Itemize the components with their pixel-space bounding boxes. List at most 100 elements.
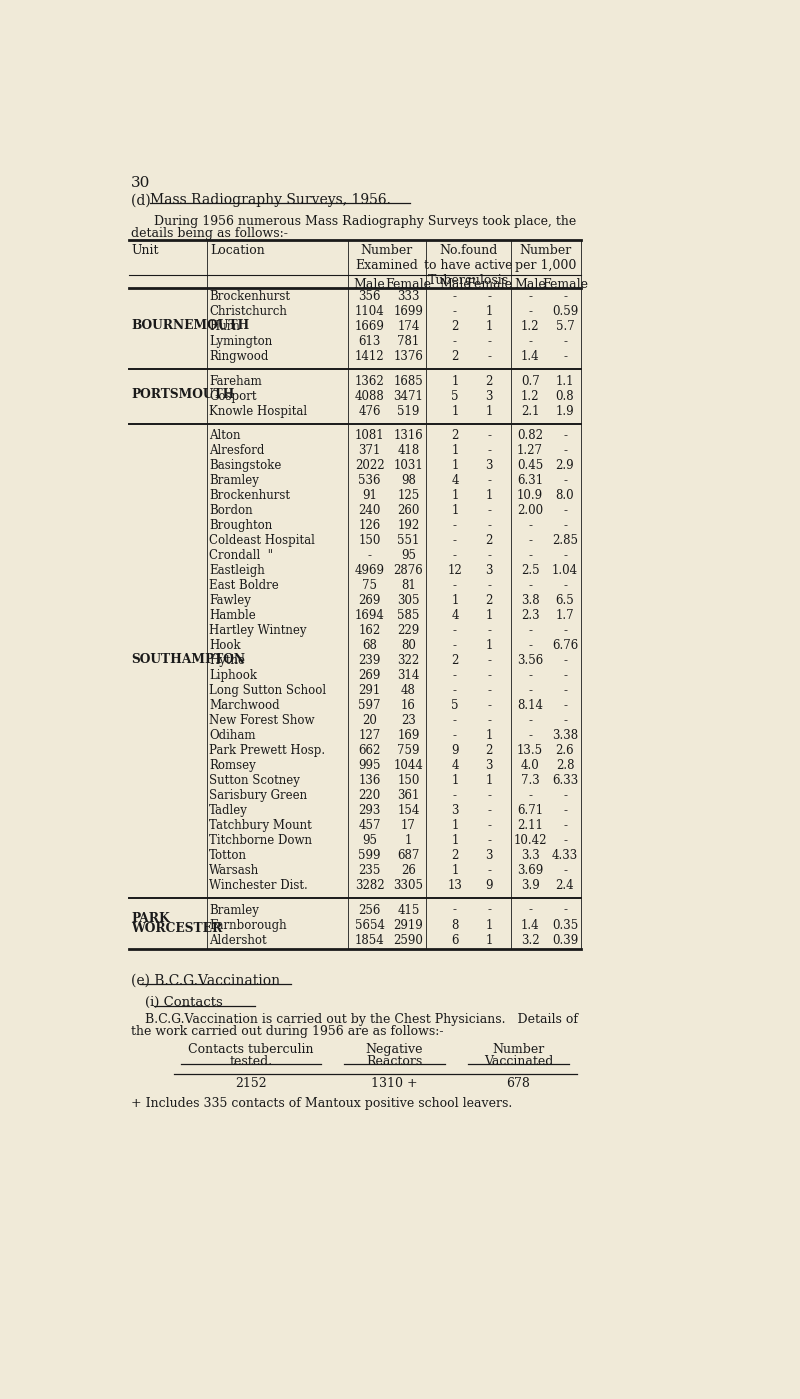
- Text: -: -: [453, 290, 457, 304]
- Text: -: -: [528, 639, 532, 652]
- Text: -: -: [487, 820, 491, 832]
- Text: 3: 3: [451, 804, 458, 817]
- Text: 6.5: 6.5: [556, 595, 574, 607]
- Text: Number
per 1,000: Number per 1,000: [515, 243, 576, 273]
- Text: 240: 240: [358, 504, 381, 516]
- Text: -: -: [528, 624, 532, 637]
- Text: 1: 1: [451, 834, 458, 848]
- Text: 2876: 2876: [394, 564, 423, 576]
- Text: 0.35: 0.35: [552, 919, 578, 932]
- Text: 2.11: 2.11: [517, 820, 543, 832]
- Text: 1044: 1044: [394, 760, 423, 772]
- Text: 3.69: 3.69: [517, 865, 543, 877]
- Text: 2: 2: [451, 655, 458, 667]
- Text: 260: 260: [398, 504, 420, 516]
- Text: -: -: [563, 684, 567, 697]
- Text: 4.33: 4.33: [552, 849, 578, 862]
- Text: 536: 536: [358, 474, 381, 487]
- Text: Lymington: Lymington: [210, 336, 273, 348]
- Text: Bramley: Bramley: [210, 904, 259, 916]
- Text: 169: 169: [398, 729, 420, 741]
- Text: Ringwood: Ringwood: [210, 350, 269, 364]
- Text: -: -: [453, 519, 457, 532]
- Text: 2: 2: [486, 375, 493, 388]
- Text: -: -: [563, 669, 567, 683]
- Text: -: -: [487, 443, 491, 457]
- Text: 662: 662: [358, 744, 381, 757]
- Text: 127: 127: [358, 729, 381, 741]
- Text: 98: 98: [401, 474, 416, 487]
- Text: 0.7: 0.7: [521, 375, 539, 388]
- Text: Fawley: Fawley: [210, 595, 251, 607]
- Text: 1310 +: 1310 +: [371, 1077, 418, 1090]
- Text: Bramley: Bramley: [210, 474, 259, 487]
- Text: 4.0: 4.0: [521, 760, 539, 772]
- Text: 1031: 1031: [394, 459, 423, 471]
- Text: -: -: [528, 519, 532, 532]
- Text: 8: 8: [451, 919, 458, 932]
- Text: -: -: [453, 789, 457, 802]
- Text: -: -: [487, 579, 491, 592]
- Text: -: -: [487, 504, 491, 516]
- Text: 1.9: 1.9: [556, 404, 574, 417]
- Text: 1: 1: [486, 609, 493, 623]
- Text: -: -: [453, 534, 457, 547]
- Text: 2.85: 2.85: [552, 534, 578, 547]
- Text: 1685: 1685: [394, 375, 423, 388]
- Text: -: -: [563, 904, 567, 916]
- Text: 2.1: 2.1: [521, 404, 539, 417]
- Text: -: -: [487, 713, 491, 727]
- Text: 1854: 1854: [355, 933, 385, 947]
- Text: 322: 322: [398, 655, 419, 667]
- Text: Romsey: Romsey: [210, 760, 256, 772]
- Text: Farnborough: Farnborough: [210, 919, 287, 932]
- Text: 6.31: 6.31: [517, 474, 543, 487]
- Text: 2: 2: [451, 429, 458, 442]
- Text: Female: Female: [466, 278, 512, 291]
- Text: 6.71: 6.71: [517, 804, 543, 817]
- Text: 2.00: 2.00: [517, 504, 543, 516]
- Text: 2919: 2919: [394, 919, 423, 932]
- Text: -: -: [487, 804, 491, 817]
- Text: 333: 333: [397, 290, 420, 304]
- Text: 2152: 2152: [235, 1077, 267, 1090]
- Text: 1669: 1669: [354, 320, 385, 333]
- Text: 23: 23: [401, 713, 416, 727]
- Text: -: -: [563, 834, 567, 848]
- Text: 1.04: 1.04: [552, 564, 578, 576]
- Text: Coldeast Hospital: Coldeast Hospital: [210, 534, 315, 547]
- Text: 1: 1: [486, 933, 493, 947]
- Text: 150: 150: [358, 534, 381, 547]
- Text: 0.59: 0.59: [552, 305, 578, 318]
- Text: 95: 95: [362, 834, 378, 848]
- Text: 162: 162: [358, 624, 381, 637]
- Text: 1.2: 1.2: [521, 320, 539, 333]
- Text: 81: 81: [401, 579, 416, 592]
- Text: 2: 2: [486, 534, 493, 547]
- Text: -: -: [487, 350, 491, 364]
- Text: -: -: [453, 729, 457, 741]
- Text: 314: 314: [398, 669, 420, 683]
- Text: -: -: [487, 669, 491, 683]
- Text: -: -: [528, 534, 532, 547]
- Text: Female: Female: [542, 278, 588, 291]
- Text: -: -: [487, 834, 491, 848]
- Text: 9: 9: [451, 744, 458, 757]
- Text: 269: 269: [358, 595, 381, 607]
- Text: 4969: 4969: [354, 564, 385, 576]
- Text: 5654: 5654: [354, 919, 385, 932]
- Text: Totton: Totton: [210, 849, 247, 862]
- Text: Location: Location: [210, 243, 265, 257]
- Text: 2.6: 2.6: [556, 744, 574, 757]
- Text: 1: 1: [451, 459, 458, 471]
- Text: 1: 1: [486, 729, 493, 741]
- Text: 0.82: 0.82: [517, 429, 543, 442]
- Text: BOURNEMOUTH: BOURNEMOUTH: [131, 319, 250, 332]
- Text: Hythe: Hythe: [210, 655, 246, 667]
- Text: 4: 4: [451, 760, 458, 772]
- Text: 2.5: 2.5: [521, 564, 539, 576]
- Text: -: -: [487, 624, 491, 637]
- Text: 229: 229: [398, 624, 419, 637]
- Text: 3.38: 3.38: [552, 729, 578, 741]
- Text: Male: Male: [439, 278, 471, 291]
